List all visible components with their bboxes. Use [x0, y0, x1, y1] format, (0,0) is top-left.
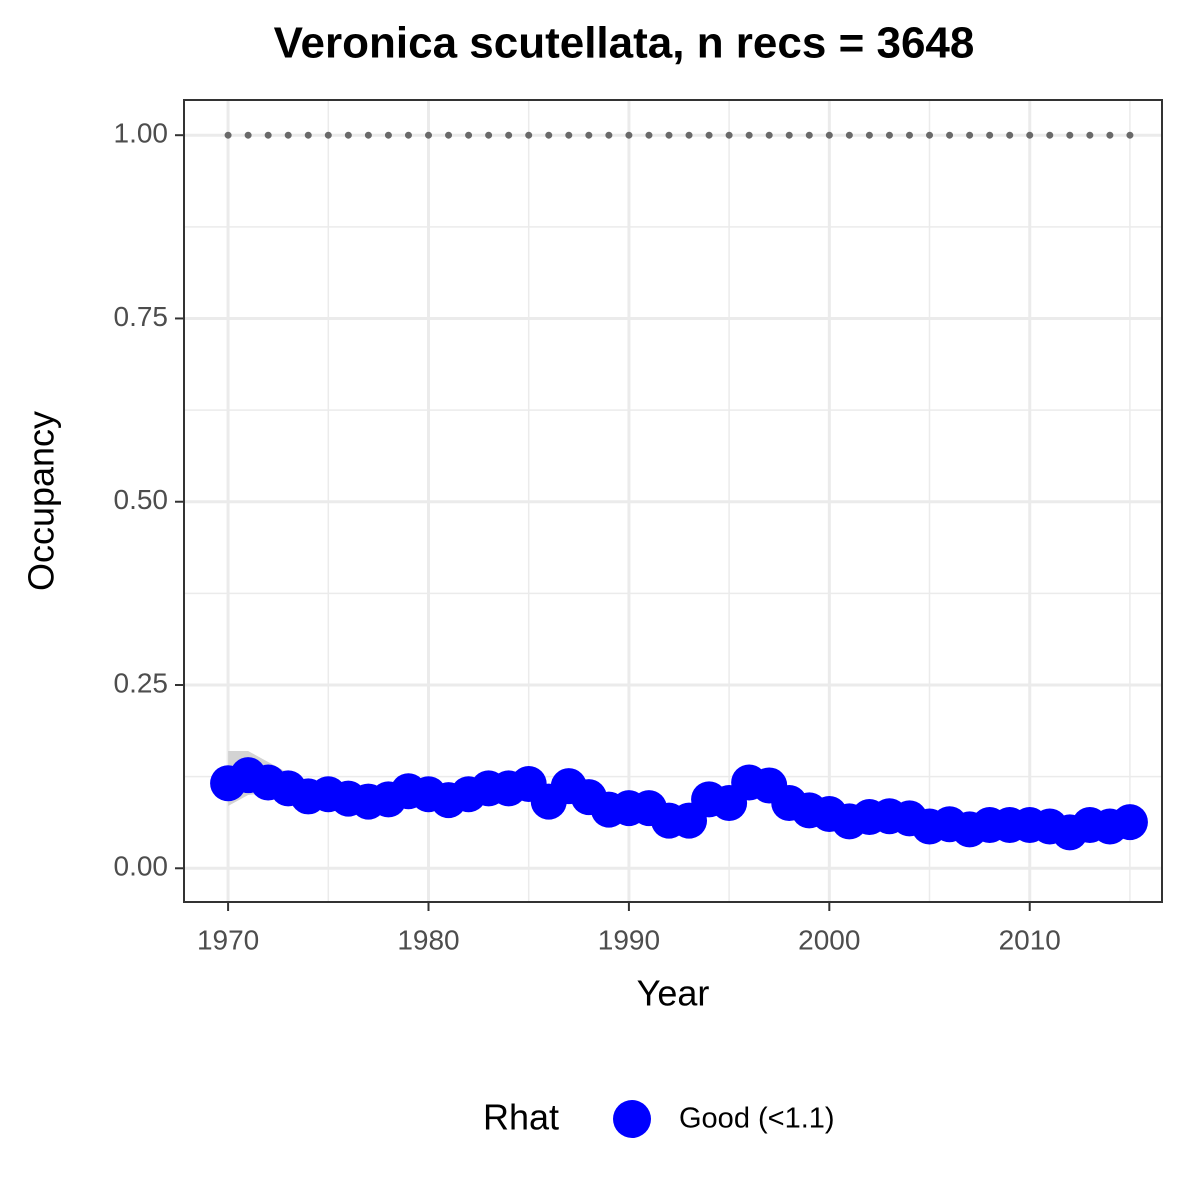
- plot-border: [183, 99, 1163, 903]
- x-tick-label: 2000: [798, 924, 860, 955]
- x-tick-label: 1990: [598, 924, 660, 955]
- x-tick-label: 1970: [197, 924, 259, 955]
- y-tick-label: 0.25: [114, 667, 169, 698]
- y-axis-title: Occupancy: [21, 411, 62, 591]
- point: [1111, 804, 1148, 841]
- legend-key: [613, 1100, 651, 1138]
- x-tick-label: 2010: [999, 924, 1061, 955]
- y-tick-label: 0.75: [114, 301, 169, 332]
- legend-label: Good (<1.1): [679, 1103, 835, 1135]
- x-axis-title: Year: [637, 973, 710, 1014]
- y-tick-label: 0.50: [114, 484, 169, 515]
- x-tick-label: 1980: [397, 924, 459, 955]
- y-tick-label: 0.00: [114, 851, 169, 882]
- legend-title: Rhat: [483, 1097, 559, 1138]
- chart-title: Veronica scutellata, n recs = 3648: [274, 19, 975, 68]
- y-tick-label: 1.00: [114, 118, 169, 149]
